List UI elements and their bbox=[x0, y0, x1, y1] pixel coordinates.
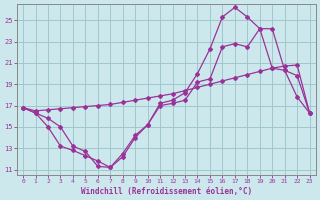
X-axis label: Windchill (Refroidissement éolien,°C): Windchill (Refroidissement éolien,°C) bbox=[81, 187, 252, 196]
